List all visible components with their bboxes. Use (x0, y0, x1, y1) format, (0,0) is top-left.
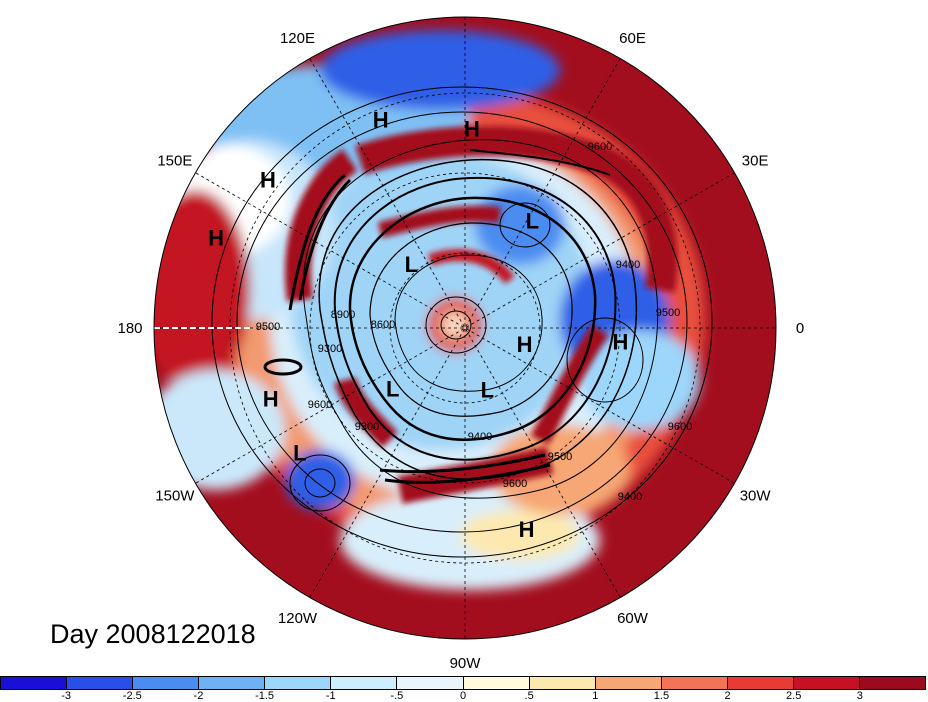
high-pressure-marker: H (260, 168, 276, 193)
colorbar-box (67, 677, 134, 689)
contour-label: 9500 (256, 321, 280, 333)
contour-label: 9300 (318, 343, 342, 355)
graticule (154, 17, 776, 639)
colorbar-box (860, 677, 926, 689)
date-title: Day 2008122018 (50, 619, 256, 649)
longitude-labels: 90E 60E 30E 0 30W 60W 90W 120W 150W 180 150E 120E (117, 0, 804, 672)
longitude-label: 0 (796, 320, 804, 337)
contour-label: 9500 (548, 451, 572, 463)
high-pressure-marker: H (263, 387, 279, 412)
colorbar-box (397, 677, 464, 689)
map-disk (154, 17, 776, 639)
contour-labels: 9600 9400 9500 9500 9300 8900 8600 9400 9500 9600… (256, 141, 692, 503)
longitude-label: 30E (742, 153, 769, 170)
longitude-label: 120W (278, 610, 318, 627)
colorbar-tick-label: -3 (61, 690, 72, 702)
colorbar-tick-label: 2 (724, 690, 731, 702)
colorbar-box (661, 677, 728, 689)
high-pressure-marker: H (208, 225, 224, 250)
low-pressure-marker: L (386, 377, 399, 402)
colorbar-box (529, 677, 596, 689)
high-pressure-marker: H (373, 107, 389, 132)
contour-label: 9300 (355, 421, 379, 433)
contour-label: 9600 (668, 421, 692, 433)
low-pressure-marker: L (405, 252, 418, 277)
contour-label: 9600 (308, 399, 332, 411)
longitude-label: 180 (117, 320, 142, 337)
high-pressure-marker: H (517, 332, 533, 357)
colorbar-box (595, 677, 662, 689)
low-pressure-marker: L (526, 208, 539, 233)
longitude-label: 30W (740, 488, 772, 505)
colorbar-tick-label: 2.5 (786, 690, 802, 702)
contour-label: 9600 (588, 141, 612, 153)
colorbar-tick-label: -1.5 (255, 690, 275, 702)
colorbar-box (331, 677, 398, 689)
longitude-label: 120E (280, 30, 315, 47)
warm-bands (285, 126, 678, 504)
colorbar-box (727, 677, 794, 689)
colorbar-tick-label: 3 (856, 690, 863, 702)
contour-label: 8600 (371, 319, 395, 331)
colorbar-box (265, 677, 332, 689)
longitude-label: 90W (450, 655, 482, 672)
longitude-label: 90E (452, 0, 479, 2)
colorbar-box (463, 677, 530, 689)
height-contours (211, 86, 713, 558)
colorbar-box (793, 677, 861, 689)
colorbar-tick-label: 1.5 (653, 690, 670, 702)
colorbar-tick-label: 1 (592, 690, 599, 702)
colorbar-box (199, 677, 266, 689)
colorbar-box (1, 677, 68, 689)
high-pressure-marker: H (519, 517, 535, 542)
colorbar-tick-label: -2 (193, 690, 204, 702)
anomaly-field (154, 30, 705, 590)
longitude-label: 60E (619, 30, 646, 47)
longitude-label: 150W (155, 488, 195, 505)
colorbar-tick-label: -1 (325, 690, 336, 702)
contour-label: 9400 (616, 259, 640, 271)
longitude-label: 150E (157, 153, 192, 170)
contour-label: 9400 (618, 491, 642, 503)
contour-label: 9600 (503, 478, 527, 490)
colorbar-tick-label: -.5 (390, 690, 404, 702)
low-pressure-marker: L (481, 377, 494, 402)
map-border (153, 16, 777, 640)
contour-label: 9500 (656, 307, 680, 319)
high-pressure-marker: H (612, 330, 628, 355)
colorbar-tick-label: .5 (524, 690, 534, 702)
colorbar-tick-label: 0 (459, 690, 467, 702)
contour-label: 9400 (468, 431, 492, 443)
high-pressure-marker: H (464, 117, 480, 142)
colorbar-labels: -3 -2.5 -2 -1.5 -1 -.5 0 .5 1 1.5 2 2.5 3 (0, 690, 928, 702)
colorbar-box (133, 677, 200, 689)
low-pressure-marker: L (293, 440, 306, 465)
contour-label: 8900 (331, 309, 355, 321)
colorbar-tick-label: -2.5 (122, 690, 142, 702)
longitude-label: 60W (617, 610, 649, 627)
colorbar (0, 676, 926, 690)
